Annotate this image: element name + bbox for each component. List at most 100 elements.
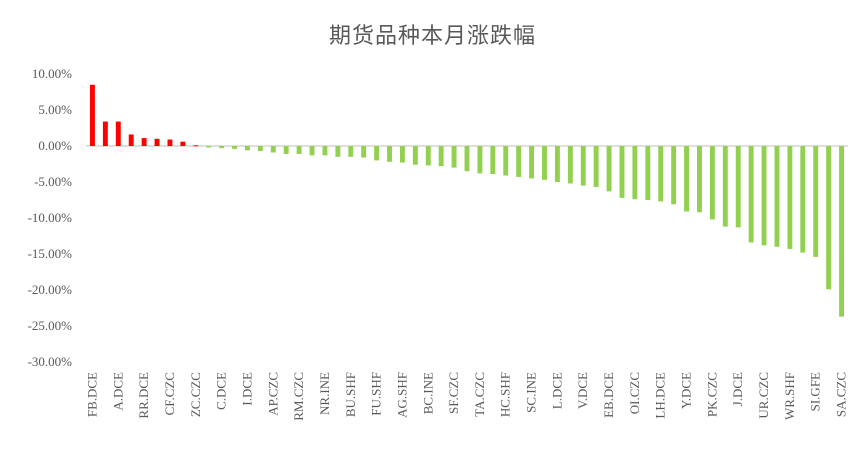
y-tick-label: -20.00% <box>28 282 73 297</box>
x-tick-label: RR.DCE <box>136 372 151 419</box>
bar <box>425 146 431 166</box>
y-tick-label: -5.00% <box>34 174 72 189</box>
x-tick-label: UR.CZC <box>756 372 771 419</box>
bar <box>387 146 392 162</box>
x-tick-label: J.DCE <box>730 372 745 406</box>
bar <box>554 146 560 182</box>
x-tick-label: I.DCE <box>239 372 254 406</box>
bar <box>774 146 780 247</box>
bar <box>567 146 573 184</box>
bar <box>580 146 586 186</box>
bar <box>374 146 380 161</box>
x-tick-label: V.DCE <box>575 372 590 409</box>
y-tick-label: -25.00% <box>28 318 73 333</box>
bar <box>193 145 199 147</box>
x-tick-label: TA.CZC <box>472 372 487 417</box>
bar <box>619 146 625 198</box>
x-tick-label: NR.INE <box>317 372 332 415</box>
x-tick-label: BC.INE <box>420 372 435 414</box>
x-tick-label: PK.CZC <box>704 372 719 417</box>
bar <box>787 146 793 249</box>
bar <box>283 146 289 154</box>
x-tick-label: CF.CZC <box>162 372 177 415</box>
bar <box>348 146 354 157</box>
x-tick-label: SI.GFE <box>808 372 823 411</box>
x-tick-label: SF.CZC <box>446 372 461 414</box>
x-tick-label: RM.CZC <box>291 372 306 421</box>
x-tick-label: A.DCE <box>110 372 125 411</box>
bar <box>128 134 134 146</box>
y-tick-label: 0.00% <box>38 138 72 153</box>
bar <box>90 84 95 146</box>
x-tick-label: SA.CZC <box>834 372 849 417</box>
bar <box>684 146 690 212</box>
bar <box>658 146 664 202</box>
bar <box>748 146 754 243</box>
bar <box>632 146 638 200</box>
bar <box>102 121 108 146</box>
bar <box>115 121 121 146</box>
x-tick-label: AP.CZC <box>265 372 280 416</box>
bar <box>542 146 547 180</box>
bar <box>503 146 509 176</box>
bar <box>516 146 522 177</box>
x-tick-label: LH.DCE <box>653 372 668 419</box>
bar <box>361 146 367 158</box>
bar <box>438 146 444 167</box>
bar <box>593 146 599 188</box>
x-tick-label: BU.SHF <box>343 372 358 417</box>
bar <box>244 146 250 151</box>
bar <box>232 146 237 149</box>
bar <box>839 146 844 317</box>
x-tick-label: Y.DCE <box>679 372 694 409</box>
bar <box>451 146 457 168</box>
bar <box>735 146 741 228</box>
bar <box>206 146 212 148</box>
bar <box>606 146 612 192</box>
x-tick-label: WR.SHF <box>782 372 797 420</box>
bar <box>813 146 819 257</box>
x-tick-label: ZC.CZC <box>188 372 203 417</box>
chart-title: 期货品种本月涨跌幅 <box>328 24 536 49</box>
x-tick-label: FU.SHF <box>369 372 384 416</box>
bar <box>167 139 173 146</box>
bar <box>800 146 806 253</box>
bar <box>180 141 186 146</box>
bar <box>490 146 496 175</box>
bar <box>761 146 767 246</box>
bar <box>477 146 483 174</box>
bar <box>709 146 715 220</box>
y-tick-label: 10.00% <box>32 66 72 81</box>
bar <box>464 146 470 172</box>
x-tick-label: EB.DCE <box>601 372 616 418</box>
bar <box>257 146 263 152</box>
bar <box>645 146 651 200</box>
y-tick-label: -10.00% <box>28 210 73 225</box>
bar <box>219 146 225 149</box>
bar <box>399 146 405 163</box>
y-tick-label: -15.00% <box>28 246 73 261</box>
bar <box>826 146 832 290</box>
x-tick-label: AG.SHF <box>394 372 409 418</box>
bar <box>335 146 341 157</box>
y-tick-label: 5.00% <box>38 102 72 117</box>
bar <box>309 146 315 156</box>
bar <box>671 146 677 205</box>
bar <box>322 146 328 156</box>
x-tick-label: HC.SHF <box>498 372 513 417</box>
bar <box>722 146 728 227</box>
x-tick-label: OI.CZC <box>627 372 642 414</box>
y-tick-label: -30.00% <box>28 354 73 369</box>
bar <box>270 146 276 153</box>
bar <box>529 146 535 179</box>
bar <box>296 146 302 154</box>
bar <box>412 146 418 165</box>
bar <box>697 146 702 213</box>
x-tick-label: SC.INE <box>524 372 539 413</box>
bar <box>141 138 147 146</box>
x-tick-label: L.DCE <box>549 372 564 409</box>
x-tick-label: FB.DCE <box>84 372 99 417</box>
bar <box>154 138 160 146</box>
